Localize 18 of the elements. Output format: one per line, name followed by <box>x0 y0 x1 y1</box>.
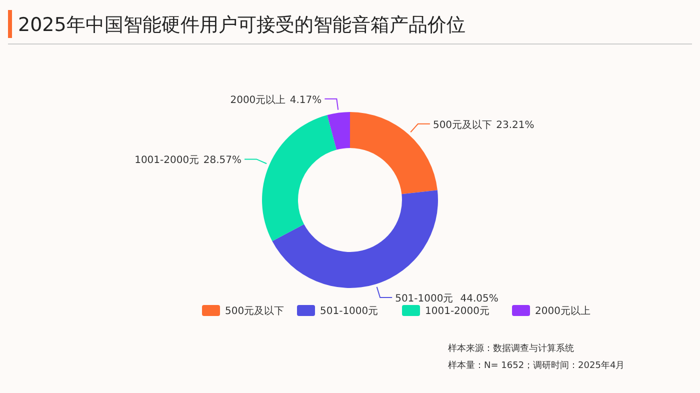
donut-slice <box>262 115 337 242</box>
slice-label: 2000元以上 <box>230 94 286 106</box>
text: 样本量：N= 1652；调研时间：2025年4月 <box>448 360 625 371</box>
data-label: 23.21% <box>496 120 534 131</box>
donut-slice <box>272 190 438 288</box>
legend-label: 500元及以下 <box>225 305 284 317</box>
chart-title: 2025年中国智能硬件用户可接受的智能音箱产品价位 <box>18 14 466 36</box>
data-label: 28.57% <box>203 155 242 166</box>
data-label: 4.17% <box>290 94 322 106</box>
donut-slice <box>327 112 350 150</box>
slice-label: 1001-2000元 <box>134 155 200 166</box>
legend-label: 2000元以上 <box>535 305 590 317</box>
legend-label: 501-1000元 <box>320 306 378 317</box>
text: 样本来源：数据调查与计算系统 <box>448 343 574 354</box>
slice-label: 500元及以下 <box>432 118 492 131</box>
slice-label: 501-1000元 <box>395 293 454 304</box>
data-label: 44.05% <box>460 293 498 304</box>
legend-label: 1001-2000元 <box>425 306 490 317</box>
